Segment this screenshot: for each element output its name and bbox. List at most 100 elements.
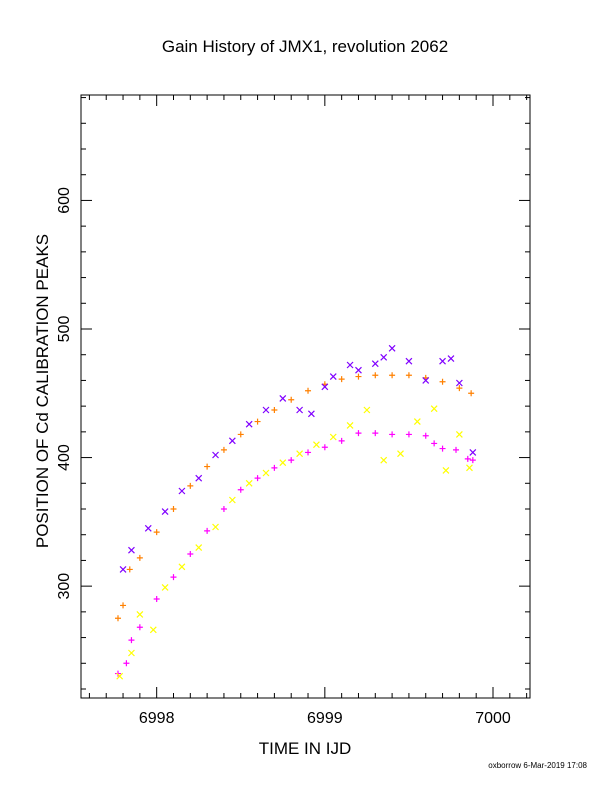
data-point (204, 463, 211, 470)
data-point (388, 344, 396, 352)
data-point (128, 637, 135, 644)
data-point (212, 523, 219, 531)
data-point (313, 441, 320, 449)
data-point (195, 544, 203, 551)
data-point (321, 444, 328, 451)
data-point (178, 487, 186, 495)
data-point (464, 455, 471, 462)
data-series (114, 344, 477, 680)
data-point (397, 450, 404, 458)
data-point (228, 437, 236, 445)
data-point (439, 357, 446, 365)
axis-tick-labels: 6998 6999 7000 300 400 500 600 (56, 187, 511, 727)
data-point (178, 563, 186, 571)
data-point (144, 524, 152, 532)
data-point (279, 459, 287, 467)
data-point (149, 626, 157, 634)
y-tick-label: 400 (56, 444, 73, 471)
data-point (413, 418, 421, 425)
data-point (329, 433, 337, 441)
data-point (254, 418, 261, 425)
series-3 (116, 405, 473, 680)
data-point (170, 506, 177, 512)
x-tick-label: 6998 (139, 710, 175, 727)
data-point (116, 672, 124, 680)
data-point (355, 373, 362, 380)
data-point (136, 624, 143, 631)
data-point (128, 649, 135, 657)
data-point (466, 464, 473, 472)
data-point (468, 390, 475, 397)
data-point (187, 482, 194, 489)
data-point (422, 377, 430, 384)
data-point (455, 379, 463, 387)
data-point (380, 456, 388, 464)
x-axis-label: TIME IN IJD (259, 739, 352, 758)
data-point (279, 395, 287, 402)
data-point (123, 660, 130, 667)
data-point (114, 615, 121, 622)
series-0 (114, 372, 475, 622)
data-point (262, 469, 270, 477)
data-point (187, 551, 194, 557)
data-point (136, 611, 144, 618)
y-axis-label: POSITION OF Cd CALIBRATION PEAKS (33, 234, 52, 548)
data-point (431, 440, 438, 447)
data-point (380, 353, 388, 361)
data-point (456, 385, 463, 392)
data-point (355, 366, 362, 374)
data-point (389, 431, 396, 438)
data-point (372, 372, 379, 379)
footer-credit: oxborrow 6-Mar-2019 17:08 (488, 761, 587, 770)
data-point (161, 584, 169, 591)
data-point (228, 496, 236, 504)
data-point (453, 446, 460, 453)
data-point (212, 451, 219, 459)
data-point (170, 574, 177, 581)
data-point (469, 457, 476, 464)
data-point (245, 479, 253, 487)
data-point (296, 406, 304, 414)
y-tick-label: 600 (56, 187, 73, 214)
data-point (389, 372, 396, 379)
data-point (296, 450, 304, 458)
data-point (161, 508, 169, 515)
x-tick-label: 7000 (475, 710, 511, 727)
data-point (220, 506, 227, 512)
data-point (305, 387, 312, 394)
x-tick-label: 6999 (307, 710, 343, 727)
data-point (136, 554, 143, 561)
data-point (338, 376, 345, 383)
data-point (405, 357, 413, 365)
data-point (120, 602, 127, 609)
data-point (245, 420, 253, 428)
data-point (329, 373, 337, 380)
data-point (126, 566, 133, 573)
data-point (220, 446, 227, 453)
data-point (372, 430, 379, 437)
data-point (237, 431, 244, 438)
data-point (447, 355, 455, 362)
data-point (363, 406, 371, 414)
data-point (288, 457, 295, 464)
data-point (469, 449, 477, 456)
data-point (455, 431, 463, 438)
data-point (114, 670, 121, 677)
data-point (204, 527, 211, 534)
data-point (321, 383, 329, 391)
y-tick-label: 500 (56, 316, 73, 343)
data-point (422, 432, 429, 439)
data-point (153, 529, 160, 536)
data-point (355, 430, 362, 437)
series-1 (114, 430, 476, 677)
plot-frame (80, 94, 531, 699)
data-point (371, 360, 379, 368)
data-point (271, 464, 278, 471)
data-point (119, 566, 127, 573)
data-point (153, 596, 160, 602)
data-point (262, 406, 270, 414)
data-point (254, 475, 261, 482)
data-point (405, 431, 412, 438)
series-2 (119, 344, 477, 573)
